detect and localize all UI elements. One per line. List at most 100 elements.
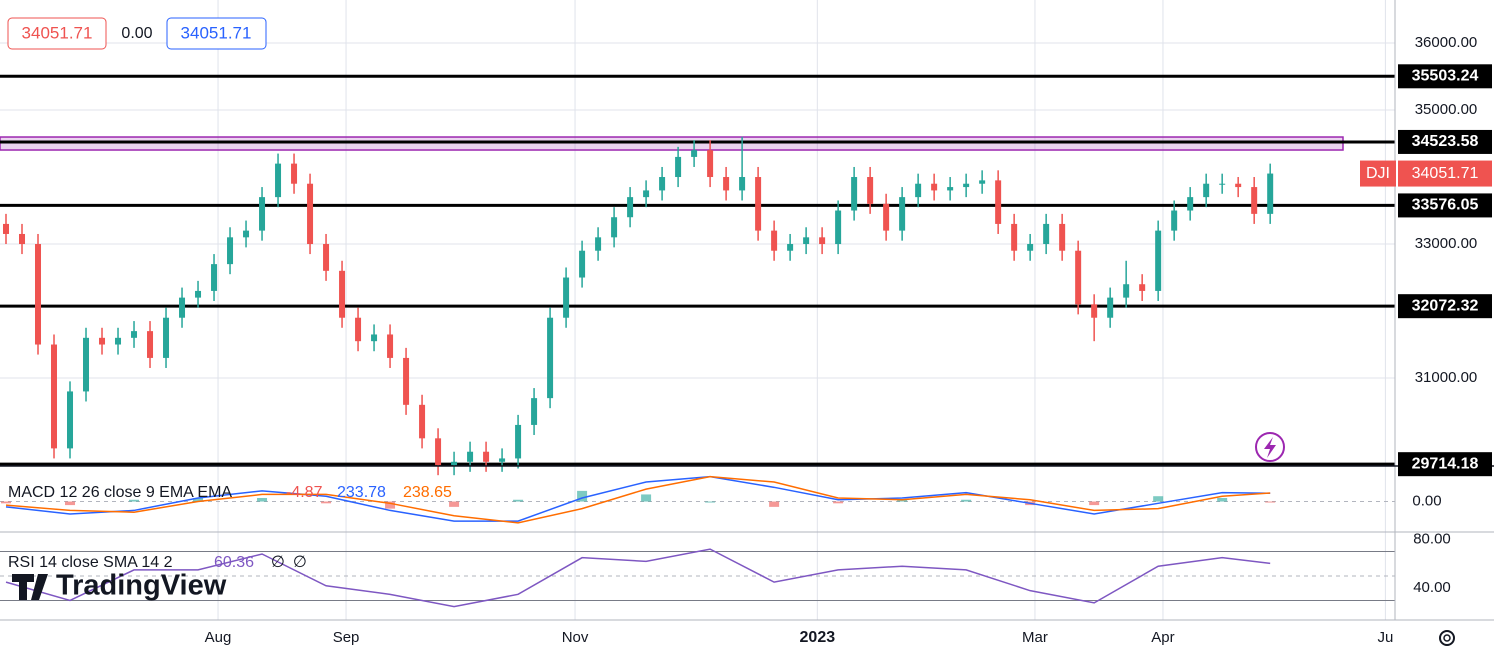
candle-body (19, 233, 26, 245)
x-tick-label: Aug (205, 629, 232, 646)
level-label: 35503.24 (1412, 68, 1479, 85)
x-tick-label: Nov (562, 629, 589, 646)
candle-body (243, 230, 250, 238)
candle-body (547, 317, 554, 399)
bid-box[interactable] (7, 17, 107, 50)
header: 34051.71 0.00 34051.71 (7, 17, 267, 50)
histogram-bar (961, 499, 972, 502)
candle-body (1043, 223, 1050, 245)
rsi-title: RSI 14 close SMA 14 2 (8, 554, 173, 571)
level-label-bg (1398, 452, 1492, 477)
candle-body (915, 183, 922, 198)
candle-body (131, 331, 138, 338)
candle-body (515, 424, 522, 459)
candle-body (1011, 223, 1018, 251)
candle-body (1059, 223, 1066, 251)
rsi-value: ∅ (293, 554, 307, 571)
logo (12, 574, 48, 600)
y-tick-label: 31000.00 (1415, 369, 1478, 386)
histogram-bar (705, 501, 716, 503)
candle-body (819, 237, 826, 245)
candle-body (115, 337, 122, 345)
candle-body (83, 337, 90, 392)
candle-body (1187, 197, 1194, 211)
y-tick-label: 80.00 (1413, 530, 1451, 547)
candle-body (451, 461, 458, 466)
histogram-bar (833, 501, 844, 504)
candle-body (195, 290, 202, 298)
x-tick-label: 2023 (800, 629, 836, 646)
candle-body (1235, 183, 1242, 188)
histogram-bar (65, 501, 76, 506)
ask-box[interactable] (166, 17, 267, 50)
candle-body (867, 177, 874, 204)
histogram-bar (449, 501, 460, 507)
watermark: TradingView (12, 570, 227, 602)
candle-body (883, 203, 890, 231)
last-price-bg (1398, 160, 1492, 187)
candle-body (931, 183, 938, 191)
candle-body (1267, 173, 1274, 214)
level-label: 33576.05 (1412, 197, 1479, 214)
settings-icon[interactable] (1439, 630, 1455, 646)
spread: 0.00 (121, 25, 152, 42)
candle-body (435, 438, 442, 466)
level-label-bg (1398, 129, 1492, 154)
histogram-bar (385, 501, 396, 509)
candle-body (979, 180, 986, 184)
candle-body (371, 334, 378, 342)
macd-line (5, 475, 1271, 522)
level-label: 32072.32 (1412, 297, 1479, 314)
candle-body (179, 297, 186, 318)
candle-body (851, 177, 858, 211)
candle-body (291, 163, 298, 184)
candle-body (323, 244, 330, 271)
candle-body (3, 223, 10, 234)
plot (0, 74, 1395, 608)
candle-body (595, 237, 602, 251)
candle-body (707, 150, 714, 178)
candle-body (803, 237, 810, 245)
zone (0, 136, 1344, 151)
candle-body (1171, 210, 1178, 231)
level-label-bg (1398, 294, 1492, 319)
candle-body (643, 190, 650, 198)
histogram-bar (321, 501, 332, 504)
candle-body (1139, 284, 1146, 291)
y-tick-label: 0.00 (1412, 493, 1441, 510)
candle-body (1155, 230, 1162, 291)
candle-body (163, 317, 170, 358)
level-label-bg (1398, 64, 1492, 89)
candle-body (963, 183, 970, 188)
histogram-bar (193, 497, 204, 502)
candle-body (387, 334, 394, 358)
candle-body (627, 197, 634, 218)
x-tick-label: Mar (1022, 629, 1048, 646)
candle-body (227, 237, 234, 265)
candle-body (1027, 244, 1034, 251)
candle-body (403, 357, 410, 405)
alert-icon[interactable] (1255, 432, 1285, 462)
candle-body (99, 337, 106, 345)
histogram-bar (257, 497, 268, 502)
candle-body (1075, 250, 1082, 305)
level-label: 29714.18 (1412, 455, 1479, 472)
watermark-text: TradingView (56, 570, 227, 602)
gear (1439, 630, 1455, 646)
gear-hub (1443, 634, 1451, 642)
y-tick-label: 35000.00 (1415, 101, 1478, 118)
candle-body (787, 244, 794, 251)
symbol-label-bg (1360, 160, 1396, 187)
candle-body (691, 150, 698, 157)
macd-value: 233.78 (337, 484, 386, 501)
y-tick-label: 33000.00 (1415, 235, 1478, 252)
macd-value: 238.65 (403, 484, 452, 501)
candle-body (563, 277, 570, 318)
rsi-line (5, 548, 1271, 608)
candle-body (579, 250, 586, 278)
macd-value: -4.87 (286, 484, 323, 501)
signal-line (5, 475, 1271, 524)
histogram-bar (769, 501, 780, 507)
candle-body (275, 163, 282, 198)
